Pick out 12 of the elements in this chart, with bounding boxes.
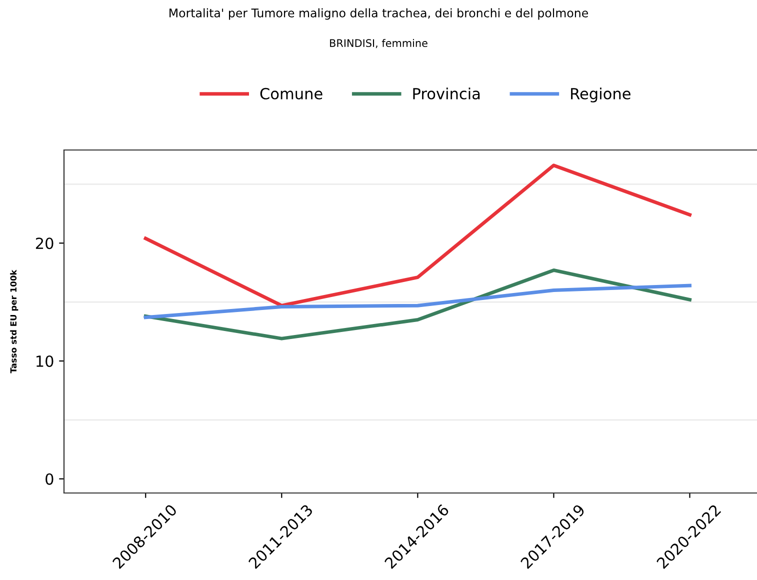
line-series (144, 284, 692, 320)
chart-subtitle: BRINDISI, femmine (330, 38, 428, 48)
y-axis-title: Tasso std EU per 100k (10, 270, 18, 374)
chart-title: Mortalita' per Tumore maligno della trachea, dei bronchi e del polmone (170, 8, 588, 20)
legend-label: Provincia (413, 88, 480, 100)
line-series (144, 268, 692, 340)
y-tick-label: 20 (36, 238, 54, 250)
legend-label: Regione (571, 88, 630, 102)
legend-label: Comune (260, 88, 322, 100)
y-tick-label: 0 (46, 473, 54, 485)
y-tick-label: 10 (36, 355, 54, 368)
line-series (144, 164, 692, 308)
